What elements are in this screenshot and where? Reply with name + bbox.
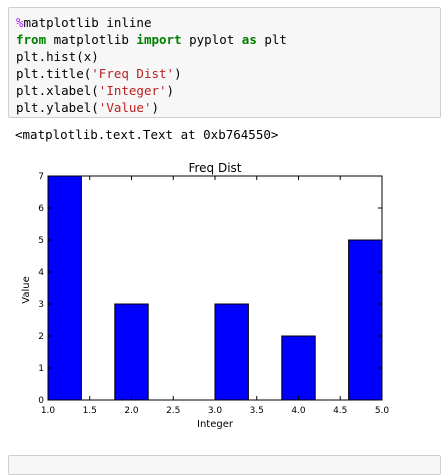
next-code-cell[interactable] [8,455,441,475]
code-line: plt.title('Freq Dist') [16,65,287,82]
x-tick-label: 1.0 [41,406,56,416]
code-line: %matplotlib inline [16,14,287,31]
code-line: from matplotlib import pyplot as plt [16,31,287,48]
x-tick-label: 2.5 [166,406,180,416]
y-tick-label: 0 [38,396,44,406]
y-tick-label: 2 [38,332,44,342]
code-token: plt.hist(x) [16,49,99,64]
code-line: plt.xlabel('Integer') [16,82,287,99]
histogram-bar [114,303,149,401]
chart-title: Freq Dist [188,161,241,175]
code-cell-input[interactable]: %matplotlib inline from matplotlib import… [8,7,441,118]
code-token: plt.ylabel( [16,100,99,115]
x-axis-label: Integer [197,419,234,430]
x-tick-label: 3.5 [250,406,264,416]
code-token: plt [256,32,287,47]
histogram-chart: Freq Dist 1.0 1.5 2.0 2.5 3.0 3.5 4.0 4.5 5.0 0 1 2… [21,161,390,430]
code-token: 'Value' [98,100,152,115]
x-tick-label: 3.0 [208,406,223,416]
code-token: plt.xlabel( [16,83,99,98]
y-tick-label: 6 [38,204,44,214]
histogram-bar [214,303,249,401]
x-tick-label: 1.5 [83,406,97,416]
code-token: 'Integer' [98,83,167,98]
code-line: plt.ylabel('Value') [16,99,287,116]
code-token: from [16,32,47,47]
code-token: pyplot [181,32,242,47]
y-tick-label: 5 [38,236,44,246]
code-token: ) [166,83,175,98]
code-token: % [16,15,24,30]
x-tick-label: 4.5 [333,406,347,416]
y-axis-label: Value [21,276,32,303]
code-token: ) [151,100,160,115]
code-line: plt.hist(x) [16,48,287,65]
code-token: import [136,32,182,47]
y-tick-label: 3 [38,300,44,310]
y-tick-label: 1 [38,364,44,374]
y-tick-label: 7 [38,172,44,182]
code-token: matplotlib inline [23,15,152,30]
code-editor[interactable]: %matplotlib inline from matplotlib import… [16,14,287,116]
cell-output-text: <matplotlib.text.Text at 0xb764550> [15,127,279,142]
code-token: plt.title( [16,66,92,81]
x-tick-label: 4.0 [291,406,306,416]
x-tick-label: 2.0 [124,406,139,416]
code-token: 'Freq Dist' [91,66,175,81]
y-tick-label: 4 [38,268,44,278]
histogram-bar [281,335,316,401]
code-token: matplotlib [46,32,137,47]
code-token: as [241,32,257,47]
histogram-bar [47,175,82,401]
histogram-bar [348,239,383,401]
x-tick-label: 5.0 [375,406,390,416]
code-token: ) [174,66,182,81]
